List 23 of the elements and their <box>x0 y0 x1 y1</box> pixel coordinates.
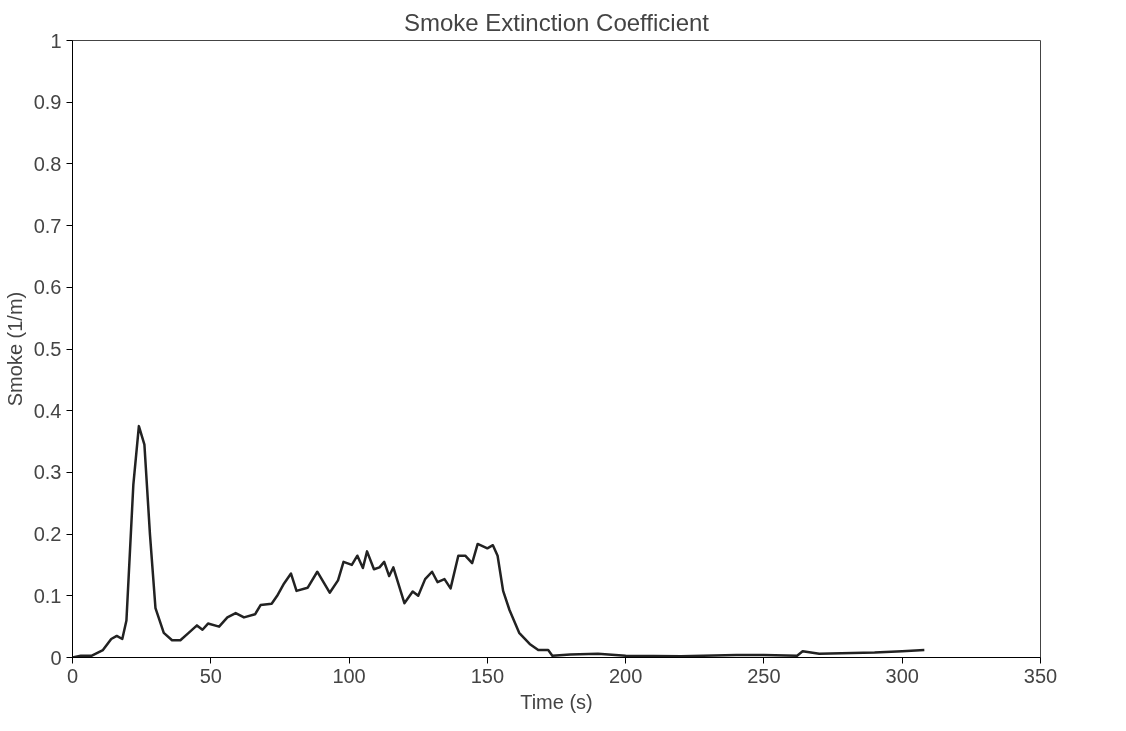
y-tick-label: 0.6 <box>33 276 62 299</box>
y-tick-label: 0.4 <box>33 399 62 422</box>
x-tick-label: 200 <box>608 664 643 687</box>
x-tick-label: 50 <box>199 664 222 687</box>
x-tick-label: 250 <box>747 664 781 687</box>
x-tick-label: 0 <box>66 664 79 687</box>
y-tick-label: 0.1 <box>33 584 62 607</box>
y-tick-label: 0.3 <box>33 461 62 484</box>
x-axis-title: Time (s) <box>520 690 593 713</box>
line-series <box>72 424 926 658</box>
y-tick-label: 0.5 <box>33 338 62 360</box>
y-tick-label: 0.2 <box>33 523 62 546</box>
y-tick-label: 0.7 <box>33 214 62 237</box>
x-tick-label: 150 <box>470 664 505 687</box>
x-tick-label: 350 <box>1023 664 1058 687</box>
y-tick-label: 0.8 <box>33 152 62 175</box>
chart-title: Smoke Extinction Coefficient <box>403 8 710 36</box>
y-tick-label: 0 <box>50 646 62 669</box>
x-tick-label: 300 <box>885 664 919 687</box>
y-axis-title: Smoke (1/m) <box>3 291 26 407</box>
y-tick-label: 0.9 <box>33 91 62 114</box>
x-tick-label: 100 <box>332 664 366 687</box>
y-tick-label: 1 <box>50 29 62 52</box>
